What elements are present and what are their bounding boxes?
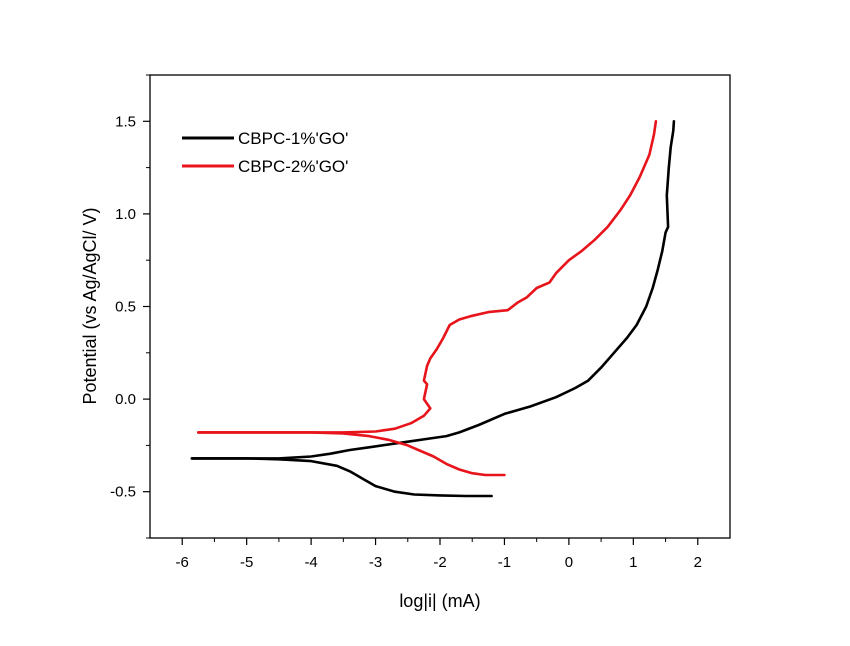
series-layer [190, 120, 676, 498]
series-line-3 [197, 120, 658, 434]
legend-label-2: CBPC-2%'GO' [238, 157, 348, 176]
y-tick-label: 0.0 [115, 391, 136, 408]
x-axis-title: log|i| (mA) [399, 591, 480, 611]
y-axis-ticks: -0.5 0.0 0.5 1.0 1.5 [110, 74, 150, 539]
series-line-1 [190, 120, 676, 460]
series-line-2 [190, 457, 493, 498]
y-tick-label: 1.5 [115, 113, 136, 130]
legend-label-1: CBPC-1%'GO' [238, 129, 348, 148]
x-tick-label: -1 [498, 554, 511, 571]
x-tick-label: 2 [694, 554, 702, 571]
x-axis-ticks: -6 -5 -4 -3 -2 -1 0 1 2 [176, 538, 702, 571]
x-tick-label: -2 [433, 554, 446, 571]
x-tick-label: -6 [176, 554, 189, 571]
x-tick-label: -3 [369, 554, 382, 571]
y-tick-label: -0.5 [110, 484, 136, 501]
y-axis-title: Potential (vs Ag/AgCl/ V) [80, 207, 100, 404]
x-tick-label: -5 [240, 554, 253, 571]
y-tick-label: 0.5 [115, 299, 136, 316]
y-tick-label: 1.0 [115, 206, 136, 223]
series-line-4 [197, 431, 506, 477]
plot-frame [149, 74, 731, 539]
x-tick-label: 0 [565, 554, 573, 571]
x-tick-label: -4 [304, 554, 317, 571]
legend: CBPC-1%'GO' CBPC-2%'GO' [182, 129, 348, 176]
x-tick-label: 1 [629, 554, 637, 571]
